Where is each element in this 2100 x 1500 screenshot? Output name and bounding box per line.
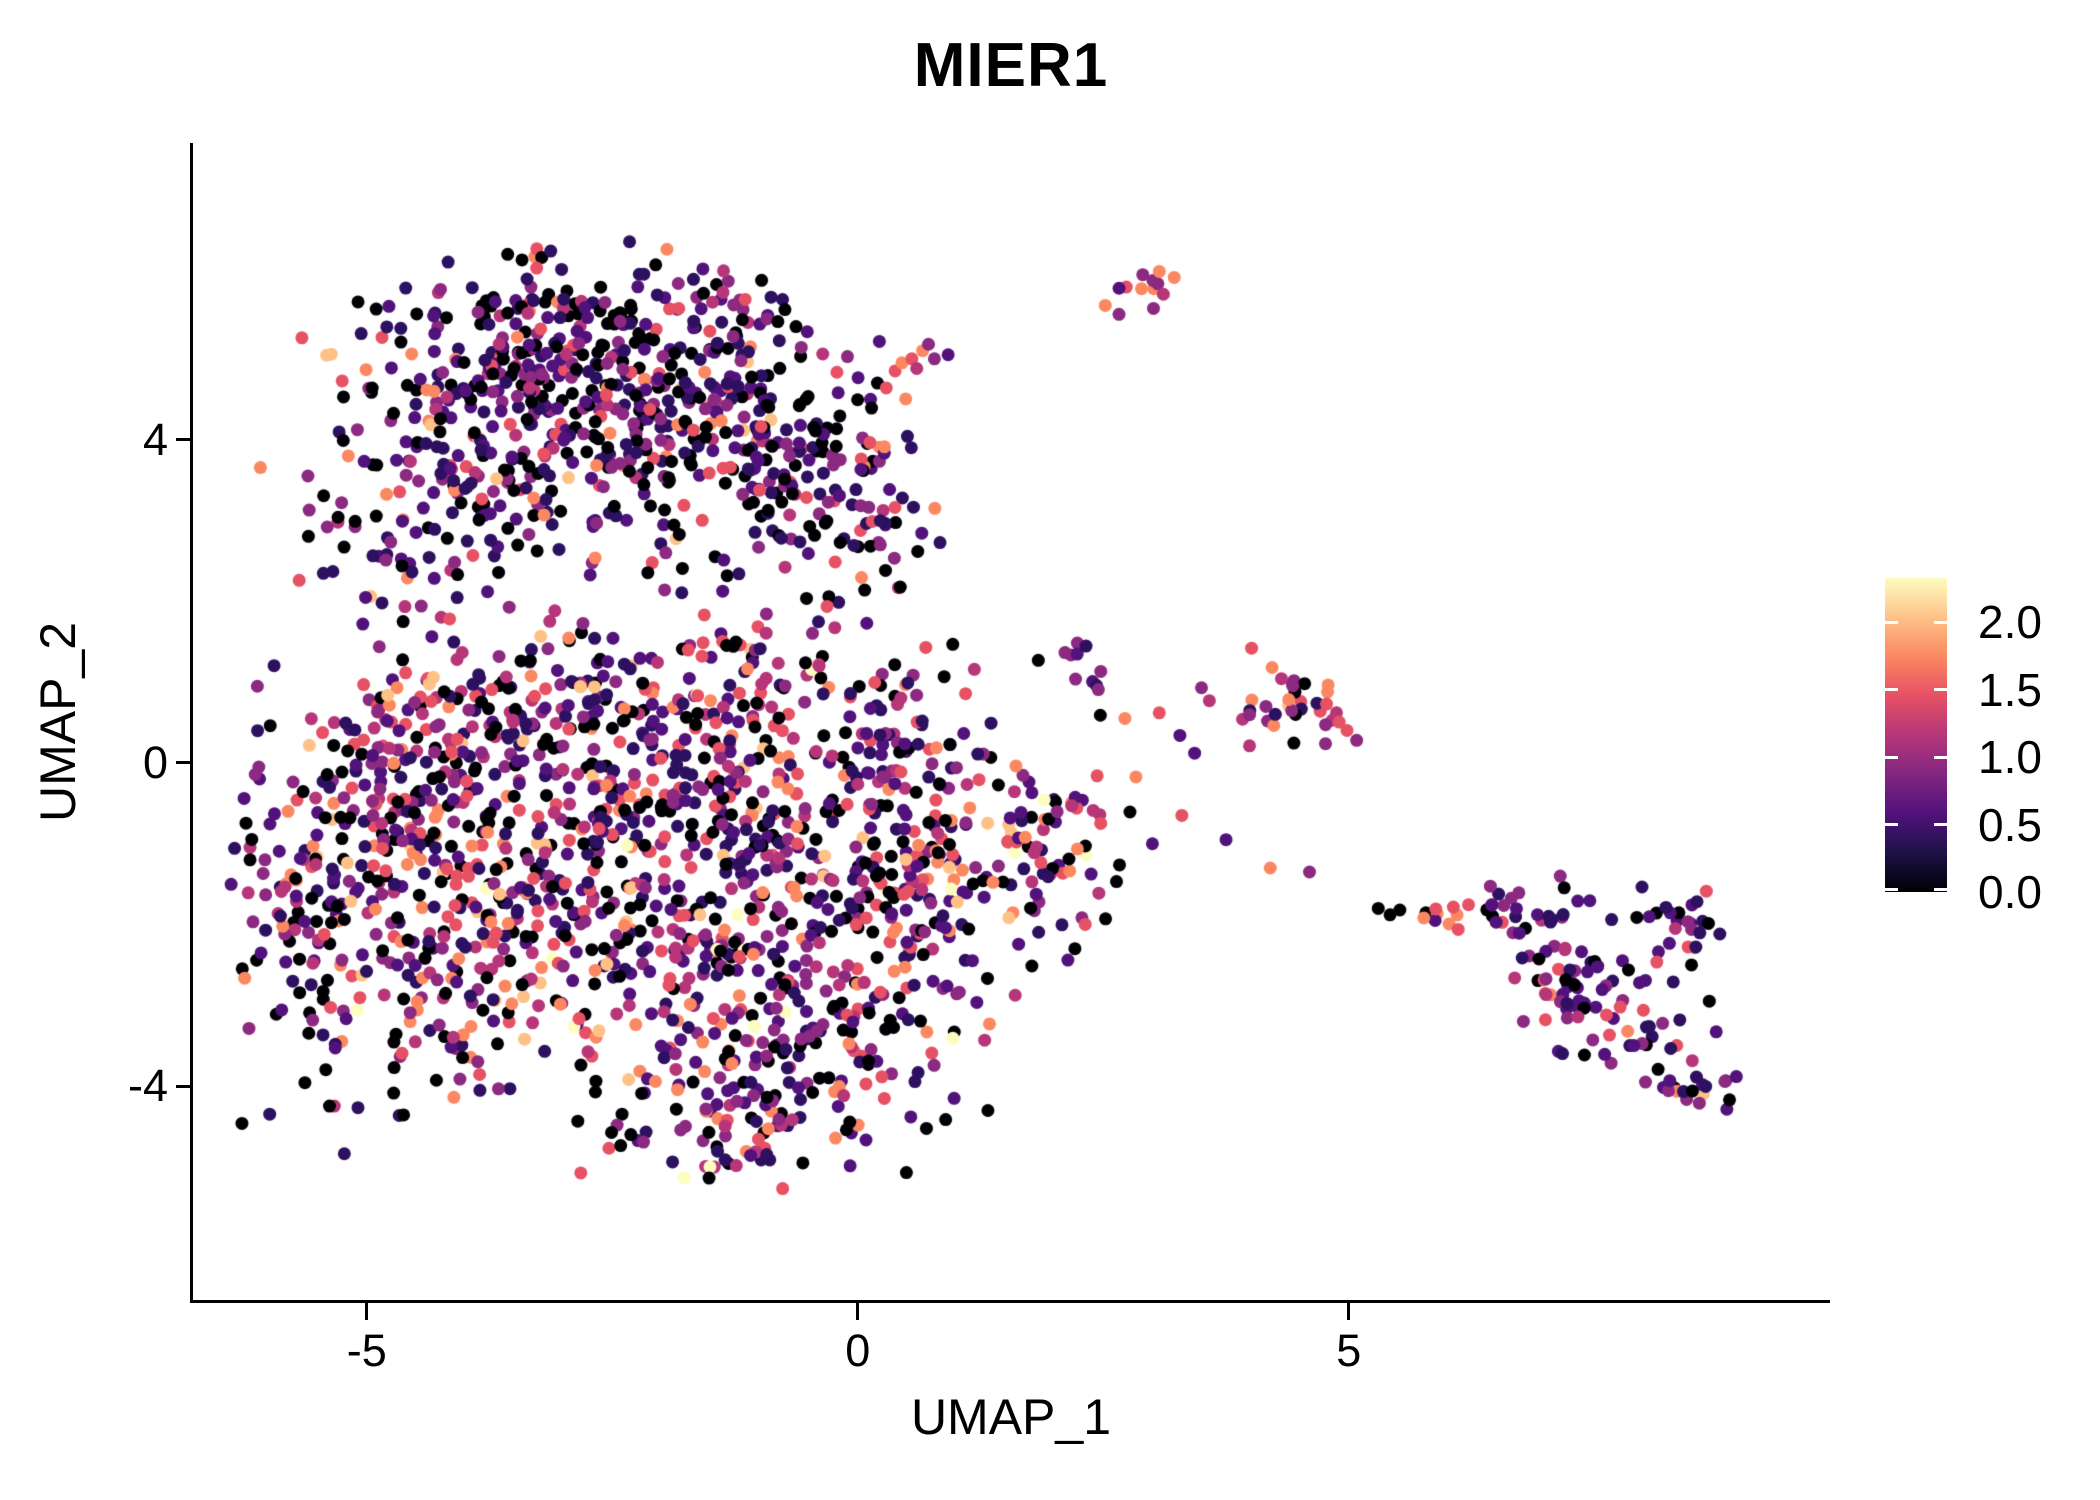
y-tick-mark [176, 1084, 193, 1088]
colorbar-tick-label: 1.0 [1978, 731, 2042, 784]
x-tick-label: 5 [1336, 1325, 1362, 1376]
colorbar-tick-label: 1.5 [1978, 663, 2042, 716]
x-tick-label: 0 [845, 1325, 871, 1376]
colorbar-tick-notch-left [1885, 620, 1898, 624]
x-axis-title: UMAP_1 [910, 1389, 1112, 1445]
colorbar-tick-label: 2.0 [1978, 596, 2042, 649]
y-tick-mark [176, 761, 193, 765]
y-axis-line [190, 143, 193, 1303]
colorbar-tick-notch-right [1934, 755, 1947, 759]
x-axis-line [190, 1300, 1830, 1303]
x-tick-label: -5 [346, 1325, 387, 1376]
colorbar-gradient [1885, 578, 1947, 892]
x-tick-mark [365, 1303, 369, 1320]
colorbar-tick-label: 0.5 [1978, 798, 2042, 851]
colorbar-tick-notch-left [1885, 755, 1898, 759]
colorbar-tick-notch-right [1934, 688, 1947, 692]
y-tick-mark [176, 438, 193, 442]
colorbar-tick-notch-right [1934, 887, 1947, 891]
x-tick-mark [1347, 1303, 1351, 1320]
y-tick-label: -4 [127, 1060, 168, 1112]
x-tick-mark [856, 1303, 860, 1320]
y-tick-label: 0 [142, 736, 168, 788]
colorbar-tick-label: 0.0 [1978, 866, 2042, 918]
colorbar-tick-notch-left [1885, 688, 1898, 692]
plot-title: MIER1 [913, 31, 1109, 100]
colorbar-tick-notch-right [1934, 620, 1947, 624]
y-axis-title: UMAP_2 [30, 621, 86, 823]
y-tick-label: 4 [142, 413, 168, 465]
colorbar-tick-notch-left [1885, 887, 1898, 891]
colorbar-tick-notch-left [1885, 823, 1898, 827]
colorbar-tick-notch-right [1934, 823, 1947, 827]
